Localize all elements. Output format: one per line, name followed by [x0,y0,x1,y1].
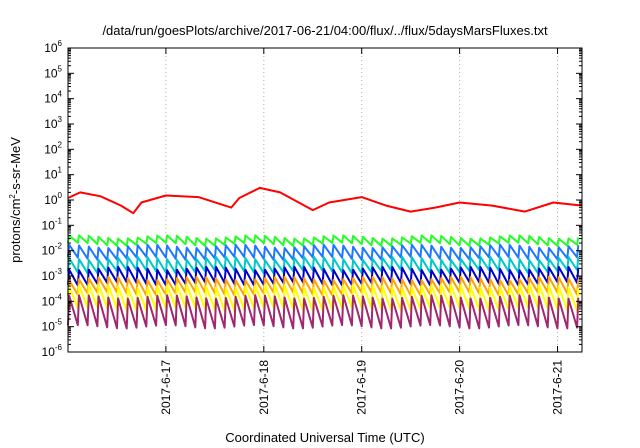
series-line-5 [67,265,580,287]
y-tick-exponent: 2 [58,140,63,149]
y-tick-base: 10 [42,345,56,359]
y-tick-label: 105 [44,64,62,80]
y-tick-label: 100 [44,191,62,207]
y-tick-base: 10 [44,168,58,182]
y-tick-label: 10-3 [42,267,63,283]
y-tick-exponent: 6 [58,39,63,48]
x-axis-label: Coordinated Universal Time (UTC) [225,430,424,445]
y-tick-label: 10-4 [42,292,63,308]
series-line-1 [67,186,583,215]
y-tick-exponent: 0 [58,191,63,200]
y-tick-exponent: -3 [55,267,63,276]
series-line-2 [67,234,580,247]
y-tick-base: 10 [42,269,56,283]
y-tick-base: 10 [44,193,58,207]
chart-title: /data/run/goesPlots/archive/2017-06-21/0… [102,23,548,38]
y-tick-label: 10-6 [42,343,63,359]
y-tick-exponent: -5 [55,318,63,327]
y-tick-base: 10 [42,218,56,232]
y-axis-label: protons/cm2-s-sr-MeV [8,137,23,263]
y-tick-base: 10 [42,320,56,334]
y-tick-label: 10-1 [42,216,63,232]
y-tick-label: 106 [44,39,62,55]
x-axis-ticks: 2017-6-17 2017-6-18 2017-6-19 2017-6-20 2017… [159,48,565,415]
y-tick-label: 101 [44,166,62,182]
y-tick-exponent: -2 [55,242,63,251]
y-tick-label: 103 [44,115,62,131]
series-line-8 [67,294,580,330]
y-tick-base: 10 [44,117,58,131]
y-tick-label: 10-2 [42,242,63,258]
x-tick-label: 2017-6-20 [453,360,467,415]
y-tick-base: 10 [44,66,58,80]
y-tick-exponent: 4 [58,90,63,99]
y-axis-label-base: protons/cm [8,199,23,263]
x-tick-label: 2017-6-18 [257,360,271,415]
y-tick-base: 10 [44,142,58,156]
y-axis-label-sup: 2 [8,194,17,199]
grid-lines [165,48,559,352]
y-tick-exponent: -6 [55,343,63,352]
y-tick-exponent: 1 [58,166,63,175]
y-tick-exponent: 3 [58,115,63,124]
series-line-3 [67,243,580,262]
x-tick-label: 2017-6-21 [551,360,565,415]
x-tick-label: 2017-6-17 [159,360,173,415]
series-group [67,186,583,330]
y-axis-ticks: 10-610-510-410-310-210-11001011021031041… [42,39,582,359]
y-tick-exponent: 5 [58,64,63,73]
series-line-4 [67,255,580,275]
y-tick-label: 10-5 [42,318,63,334]
y-tick-label: 104 [44,90,62,106]
y-tick-base: 10 [42,244,56,258]
y-tick-exponent: -4 [55,292,63,301]
y-tick-base: 10 [44,41,58,55]
y-tick-label: 102 [44,140,62,156]
x-tick-label: 2017-6-19 [355,360,369,415]
y-axis-label-rest: -s-sr-MeV [8,137,23,194]
y-tick-base: 10 [44,92,58,106]
y-tick-base: 10 [42,294,56,308]
y-tick-exponent: -1 [55,216,63,225]
